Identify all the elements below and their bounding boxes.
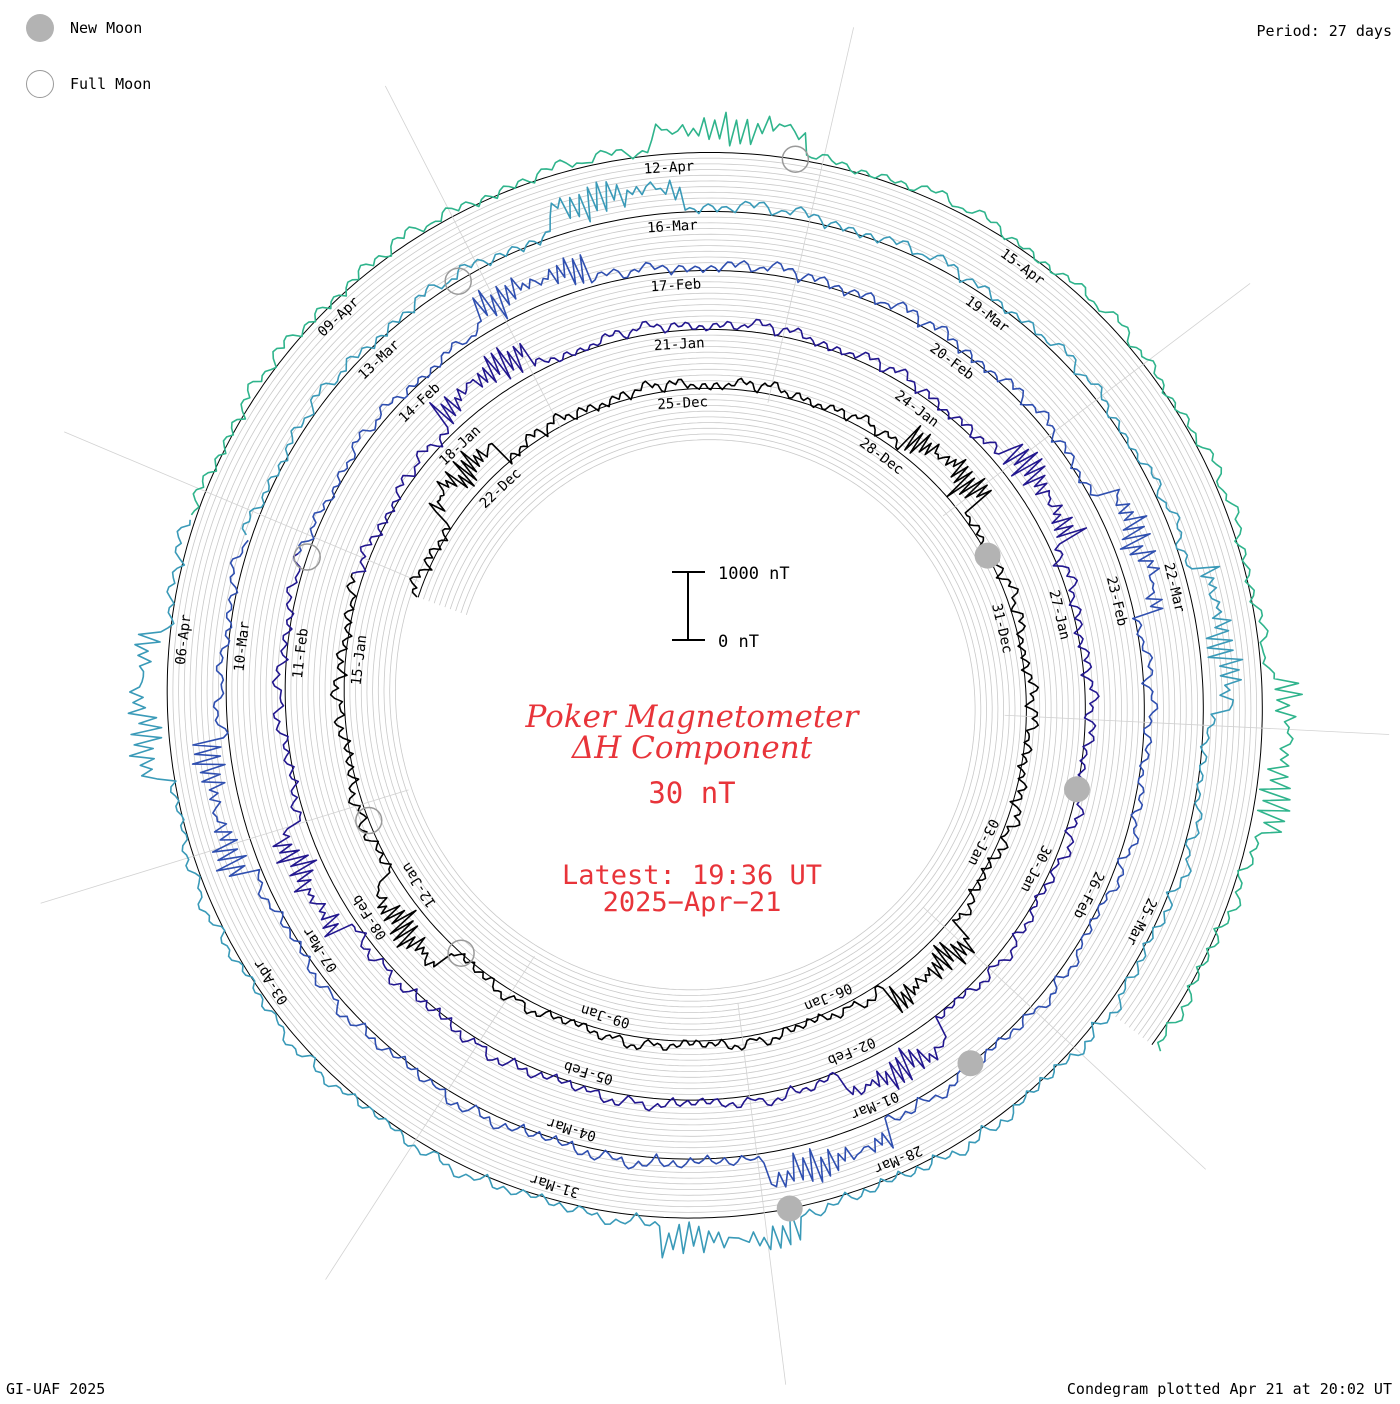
resolution-label: 30 nT [648,776,735,810]
trace-series-3 [127,179,1244,1259]
new-moon-marker [1064,776,1090,803]
full-moon-marker [293,543,321,571]
date-tick-label: 06-Jan [802,979,855,1014]
date-tick-label: 02-Feb [825,1034,878,1069]
trace-series-4 [190,111,1303,1052]
date-tick-label: 26-Feb [1070,869,1107,921]
date-tick-label: 15-Jan [349,634,371,686]
grid-spiral [195,180,1235,1191]
grid-spiral [172,157,1257,1213]
legend-new-moon: New Moon [26,14,142,42]
date-tick-label: 30-Jan [1017,842,1054,894]
date-tick-label: 19-Mar [962,293,1012,336]
legend-full-moon-label: Full Moon [70,75,152,93]
grid-spiral [201,186,1229,1185]
grid-spiral [189,174,1240,1196]
date-tick-label: 12-Apr [643,159,694,178]
date-tick-label: 11-Feb [290,627,312,679]
legend-full-moon: Full Moon [26,70,151,98]
chart-subtitle: ΔH Component [571,730,813,766]
radial-spoke [325,955,535,1280]
scale-top-label: 1000 nT [718,564,790,584]
date-tick-label: 17-Feb [650,276,701,295]
grid-spiral [218,203,1212,1168]
date-tick-label: 06-Apr [173,614,195,666]
date-tick-label: 09-Apr [315,294,363,340]
date-tick-label: 16-Mar [647,217,698,236]
latest-date-label: 2025−Apr−21 [603,887,782,918]
trace-series-2 [191,254,1164,1188]
date-tick-label: 22-Dec [477,466,525,512]
radial-spoke [737,1002,787,1385]
date-tick-label: 10-Mar [231,620,253,672]
radial-spoke [1004,714,1390,735]
full-moon-marker [781,145,810,173]
trace-series-0 [329,377,1039,1051]
new-moon-icon [26,14,54,42]
full-moon-marker [355,806,383,835]
grid-spiral [206,191,1223,1179]
scale-bottom-label: 0 nT [718,632,759,652]
date-tick-label: 14-Feb [396,380,444,426]
latest-time-label: Latest: 19:36 UT [562,860,822,891]
date-tick-label: 15-Apr [997,246,1047,289]
radial-spoke [767,27,855,403]
radial-spoke [942,283,1251,517]
new-moon-marker [974,542,1001,569]
chart-title: Poker Magnetometer [525,699,861,735]
date-tick-label: 25-Dec [657,394,708,413]
date-tick-label: 21-Jan [654,335,705,354]
date-tick-label: 13-Mar [355,337,403,383]
date-tick-label: 03-Jan [964,816,1001,868]
trace-series-1 [271,318,1100,1112]
radial-spoke [64,431,420,582]
radial-spoke [384,85,562,429]
spiral-grid [166,152,1263,1219]
new-moon-marker [957,1050,984,1077]
full-moon-marker [444,267,472,295]
date-tick-label: 03-Apr [251,956,292,1007]
plotted-label: Condegram plotted Apr 21 at 20:02 UT [1066,1380,1392,1398]
date-tick-label: 28-Dec [856,435,906,478]
grid-spiral [212,197,1218,1173]
period-label: Period: 27 days [1256,22,1392,40]
full-moon-icon [26,70,54,98]
date-tick-label: 24-Jan [891,388,941,431]
grid-spiral [178,163,1252,1208]
radial-spokes [40,27,1390,1385]
baseline-spiral [166,152,1263,1219]
new-moon-marker [776,1195,803,1222]
credit-label: GI-UAF 2025 [6,1380,106,1398]
legend-new-moon-label: New Moon [70,19,143,37]
date-tick-label: 25-Mar [1123,895,1160,947]
grid-spiral [183,169,1246,1202]
full-moon-marker [447,939,475,967]
date-tick-label: 20-Feb [927,340,977,383]
